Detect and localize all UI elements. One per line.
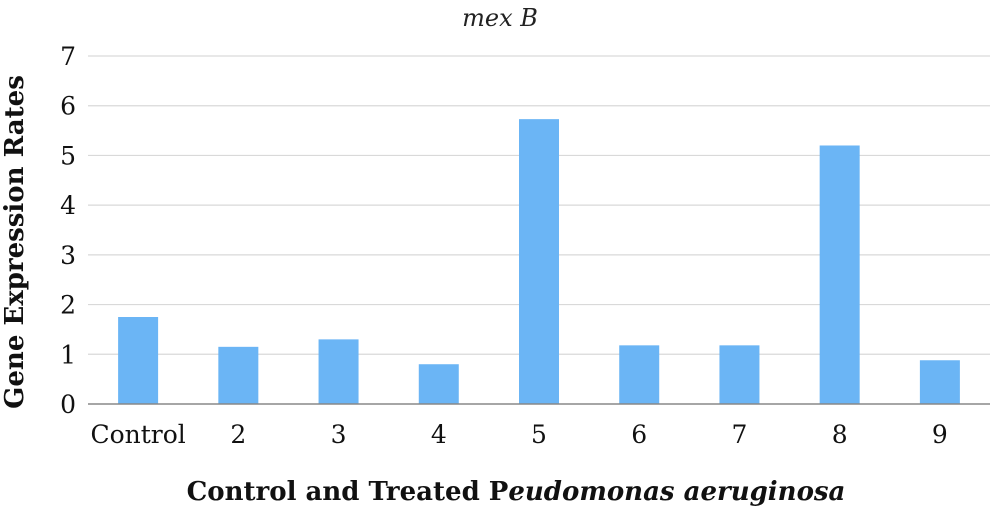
x-tick-label: 8 bbox=[832, 420, 848, 449]
bars bbox=[118, 119, 960, 404]
x-tick-label: 3 bbox=[331, 420, 347, 449]
chart-title: mex B bbox=[462, 4, 538, 32]
x-tick-label: 6 bbox=[631, 420, 647, 449]
y-tick-label: 3 bbox=[60, 241, 76, 270]
bar-5 bbox=[519, 119, 559, 404]
bar-7 bbox=[719, 345, 760, 404]
x-axis-title-part: eudomonas aeruginosa bbox=[508, 477, 845, 506]
y-tick-label: 0 bbox=[60, 390, 76, 419]
y-tick-label: 2 bbox=[60, 291, 76, 320]
bar-9 bbox=[919, 360, 960, 404]
bar-2 bbox=[218, 346, 259, 404]
x-tick-label: 5 bbox=[531, 420, 547, 449]
bar-3 bbox=[318, 339, 359, 404]
x-tick-label: 2 bbox=[230, 420, 246, 449]
x-tick-label: Control bbox=[90, 420, 185, 449]
y-tick-label: 5 bbox=[60, 141, 76, 170]
x-tick-label: 4 bbox=[431, 420, 447, 449]
y-tick-label: 6 bbox=[60, 92, 76, 121]
bar-6 bbox=[619, 345, 660, 404]
x-tick-label: 7 bbox=[731, 420, 747, 449]
y-tick-label: 7 bbox=[60, 42, 76, 71]
y-axis-title: Gene Expression Rates bbox=[0, 75, 30, 409]
y-tick-labels: 0 1 2 3 4 5 6 7 bbox=[60, 42, 76, 419]
x-axis-title: Control and Treated Peudomonas aeruginos… bbox=[187, 477, 846, 506]
x-axis-title-part: Control and Treated P bbox=[187, 477, 509, 506]
bar-8 bbox=[819, 145, 860, 404]
bar-4 bbox=[418, 364, 459, 404]
bar-control bbox=[118, 317, 159, 404]
x-tick-label: 9 bbox=[932, 420, 948, 449]
y-tick-label: 4 bbox=[60, 191, 76, 220]
x-tick-labels: Control 2 3 4 5 6 7 8 9 bbox=[90, 420, 947, 449]
y-tick-label: 1 bbox=[60, 340, 76, 369]
